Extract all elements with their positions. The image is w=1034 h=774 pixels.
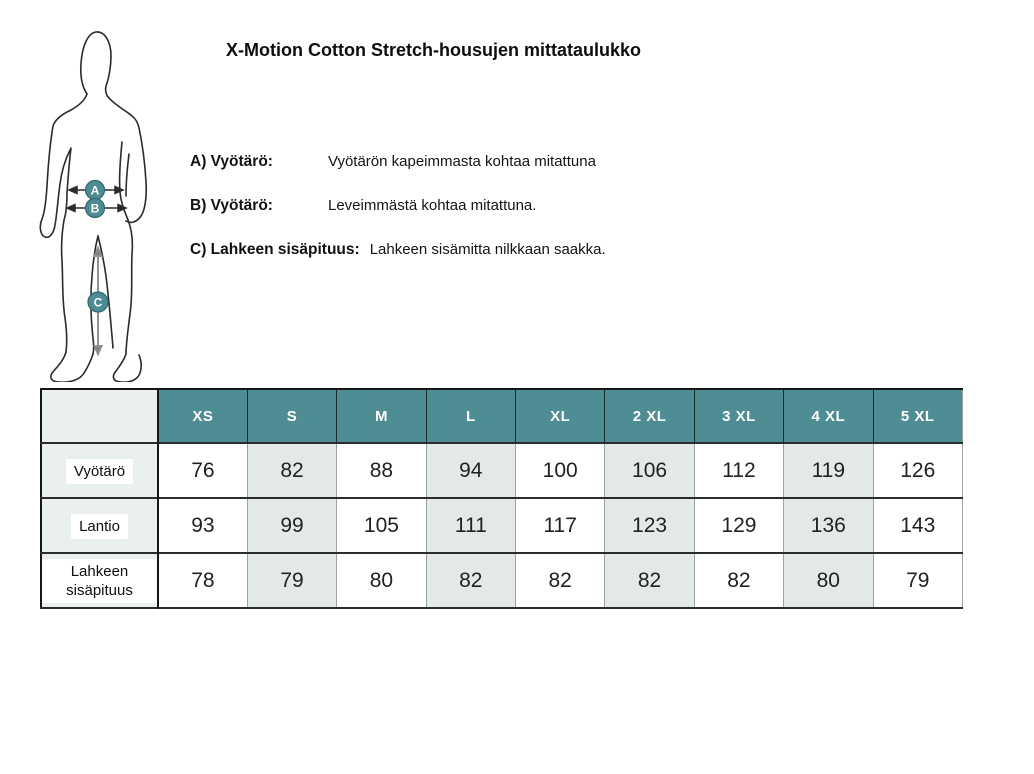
size-col-header-2xl: 2 XL xyxy=(604,389,695,443)
legend-term-c: C) Lahkeen sisäpituus: xyxy=(190,241,360,258)
marker-c-badge: C xyxy=(87,291,109,313)
marker-b-letter: B xyxy=(91,201,100,215)
value-cell: 117 xyxy=(514,497,605,553)
table-row-hip: Lantio 93 99 105 111 117 123 129 136 143 xyxy=(41,497,963,553)
value-cell: 78 xyxy=(156,552,248,608)
value-cell: 79 xyxy=(872,552,963,608)
value-cell: 112 xyxy=(693,442,784,498)
table-row-waist: Vyötärö 76 82 88 94 100 106 112 119 126 xyxy=(41,442,963,498)
hip-arrow-b xyxy=(65,203,128,213)
size-col-header-xl: XL xyxy=(514,389,605,443)
value-cell: 82 xyxy=(693,552,784,608)
value-cell: 80 xyxy=(783,552,873,608)
marker-c-letter: C xyxy=(94,295,103,309)
size-col-header-xs: XS xyxy=(156,389,248,443)
page-title: X-Motion Cotton Stretch-housujen mittata… xyxy=(226,40,641,60)
value-cell: 143 xyxy=(872,497,963,553)
row-label-cell: Lahkeen sisäpituus xyxy=(41,552,158,608)
size-header-row: XS S M L XL 2 XL 3 XL 4 XL 5 XL xyxy=(41,389,963,443)
row-label-hip: Lantio xyxy=(71,513,128,539)
right-leg-inner xyxy=(97,235,114,349)
value-cell: 126 xyxy=(872,442,963,498)
size-col-header-5xl: 5 XL xyxy=(872,389,963,443)
legend-item-b: B) Vyötärö: Leveimmästä kohtaa mitattuna… xyxy=(190,196,710,216)
value-cell: 99 xyxy=(246,497,337,553)
value-cell: 129 xyxy=(693,497,784,553)
size-col-header-m: M xyxy=(336,389,427,443)
size-col-header-4xl: 4 XL xyxy=(783,389,873,443)
human-outline-illustration: A B C xyxy=(39,31,148,382)
value-cell: 123 xyxy=(604,497,695,553)
row-label-waist: Vyötärö xyxy=(65,458,134,484)
value-cell: 106 xyxy=(604,442,695,498)
legend-term-a: A) Vyötärö: xyxy=(190,153,273,170)
value-cell: 94 xyxy=(425,442,516,498)
table-corner-cell xyxy=(41,389,158,443)
value-cell: 100 xyxy=(514,442,605,498)
legend-item-a: A) Vyötärö: Vyötärön kapeimmasta kohtaa … xyxy=(190,152,710,172)
legend-desc-b: Leveimmästä kohtaa mitattuna. xyxy=(328,197,537,214)
left-foot xyxy=(50,351,94,382)
value-cell: 136 xyxy=(783,497,873,553)
size-col-header-3xl: 3 XL xyxy=(693,389,784,443)
marker-a-letter: A xyxy=(91,183,100,197)
marker-b-badge: B xyxy=(84,197,106,219)
right-arm-inner xyxy=(125,153,130,197)
body-measurement-diagram: A B C xyxy=(25,22,180,382)
body-outline-right xyxy=(80,31,148,224)
value-cell: 111 xyxy=(425,497,516,553)
row-label-cell: Lantio xyxy=(41,497,158,553)
legend-desc-c: Lahkeen sisämitta nilkkaan saakka. xyxy=(369,241,606,258)
value-cell: 82 xyxy=(246,442,337,498)
table-row-inseam: Lahkeen sisäpituus 78 79 80 82 82 82 82 … xyxy=(41,552,963,608)
value-cell: 119 xyxy=(783,442,873,498)
size-chart-table: XS S M L XL 2 XL 3 XL 4 XL 5 XL Vyötärö … xyxy=(40,388,963,609)
legend-item-c: C) Lahkeen sisäpituus: Lahkeen sisämitta… xyxy=(190,240,710,260)
value-cell: 82 xyxy=(425,552,516,608)
torso-left-leg-outer xyxy=(60,147,72,353)
value-cell: 88 xyxy=(336,442,427,498)
row-label-inseam: Lahkeen sisäpituus xyxy=(42,558,157,603)
measurement-legend: A) Vyötärö: Vyötärön kapeimmasta kohtaa … xyxy=(190,152,710,284)
right-foot xyxy=(112,353,142,382)
value-cell: 76 xyxy=(156,442,248,498)
body-outline-left xyxy=(39,93,88,239)
value-cell: 79 xyxy=(246,552,337,608)
legend-desc-a: Vyötärön kapeimmasta kohtaa mitattuna xyxy=(328,153,596,170)
value-cell: 82 xyxy=(604,552,695,608)
value-cell: 80 xyxy=(336,552,427,608)
value-cell: 105 xyxy=(336,497,427,553)
value-cell: 93 xyxy=(156,497,248,553)
size-col-header-l: L xyxy=(425,389,516,443)
row-label-cell: Vyötärö xyxy=(41,442,158,498)
marker-a-badge: A xyxy=(84,179,106,201)
size-col-header-s: S xyxy=(246,389,337,443)
right-leg-outer xyxy=(125,219,134,355)
value-cell: 82 xyxy=(514,552,605,608)
legend-term-b: B) Vyötärö: xyxy=(190,197,273,214)
